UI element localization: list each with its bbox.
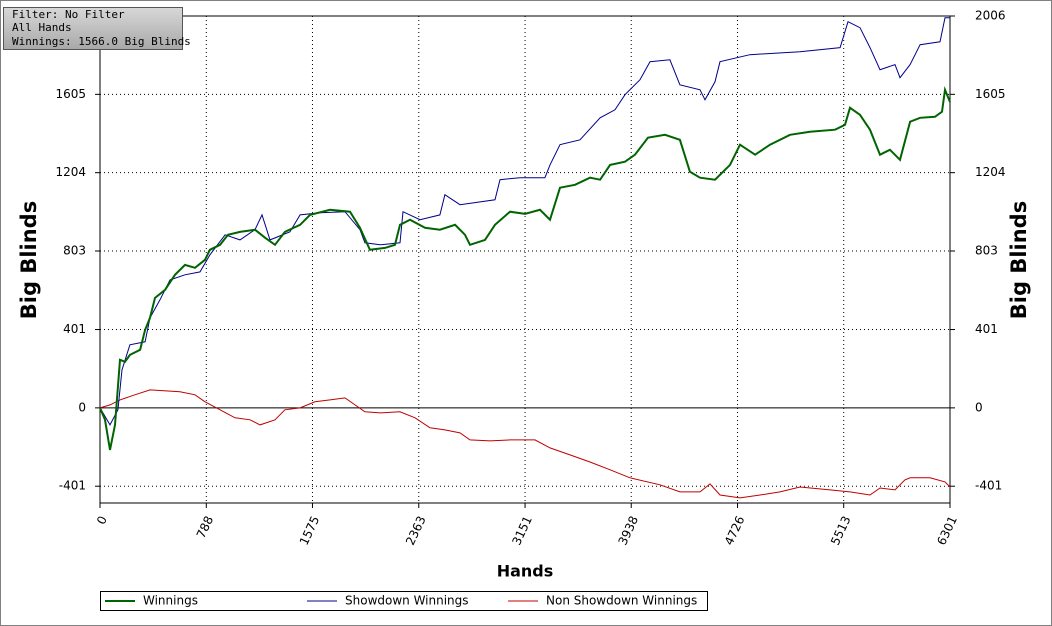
hands-text: All Hands xyxy=(12,21,72,34)
series-line xyxy=(99,85,951,451)
y2-axis-title: Big Blinds xyxy=(1007,201,1031,319)
y-tick-label: 0 xyxy=(78,400,86,414)
plot-area xyxy=(99,15,951,504)
y-tick-label: 1605 xyxy=(55,87,86,101)
y2-tick-label: 1605 xyxy=(975,87,1006,101)
x-axis-title: Hands xyxy=(497,562,554,581)
y-axis-title: Big Blinds xyxy=(17,201,41,319)
legend-label: Showdown Winnings xyxy=(345,594,469,608)
winnings-text: Winnings: 1566.0 Big Blinds xyxy=(12,35,191,48)
legend xyxy=(100,591,708,611)
filter-box-bg xyxy=(3,7,183,50)
y2-tick-label: 0 xyxy=(975,400,983,414)
y2-tick-label: 803 xyxy=(975,244,998,258)
y-tick-label: 803 xyxy=(63,244,86,258)
series-line xyxy=(99,389,951,499)
legend-label: Non Showdown Winnings xyxy=(546,594,697,608)
filter-box: Filter: No Filter All Hands Winnings: 15… xyxy=(3,7,191,50)
y2-tick-label: 401 xyxy=(975,322,998,336)
y-tick-label: 1204 xyxy=(55,165,86,179)
series-line xyxy=(99,17,950,426)
filter-text: Filter: No Filter xyxy=(12,8,125,21)
y2-tick-label: -401 xyxy=(975,479,1002,493)
y2-tick-label: 2006 xyxy=(975,9,1006,23)
legend-label: Winnings xyxy=(143,594,198,608)
y-tick-label: -401 xyxy=(59,479,86,493)
y-tick-label: 401 xyxy=(63,322,86,336)
y2-tick-label: 1204 xyxy=(975,165,1006,179)
